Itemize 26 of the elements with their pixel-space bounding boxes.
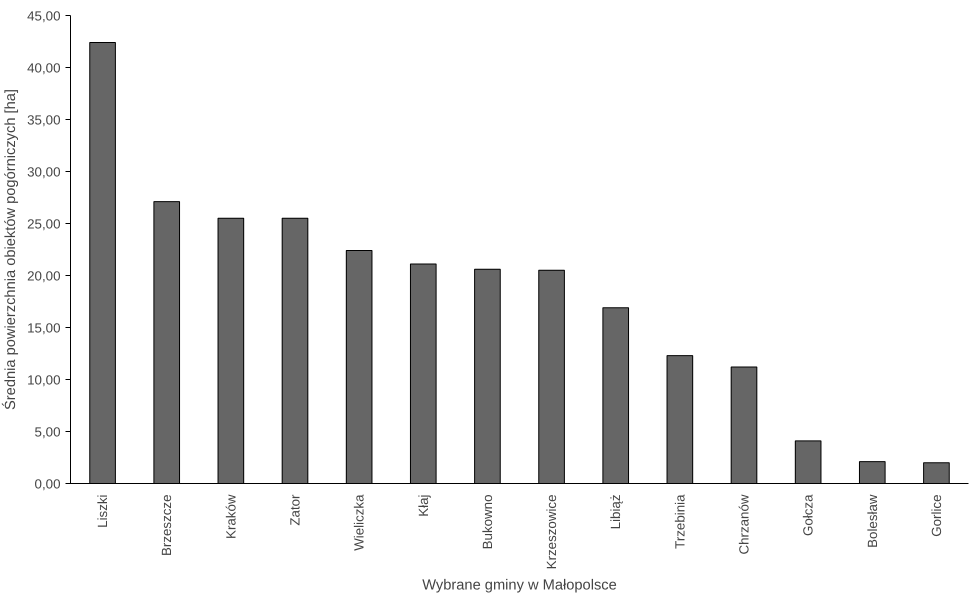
x-tick-label: Bolesław (864, 494, 880, 548)
x-tick-label: Kłaj (416, 494, 431, 517)
y-tick-label: 35,00 (27, 112, 61, 128)
x-tick-label: Wieliczka (352, 494, 367, 551)
x-tick-label: Gorlice (928, 494, 944, 537)
x-tick-label: Liszki (95, 494, 110, 528)
x-tick-label: Krzeszowice (544, 494, 560, 570)
x-tick-label: Zator (288, 494, 302, 526)
y-tick-label: 25,00 (27, 216, 61, 232)
y-tick-label: 5,00 (34, 424, 61, 440)
x-tick-label: Chrzanów (736, 494, 752, 555)
y-axis-title: Średnia powierzchnia obiektów pogórniczych [ha] (1, 88, 20, 410)
y-tick-label: 0,00 (34, 476, 61, 492)
x-tick-label: Bukowno (480, 494, 495, 550)
x-axis-title: Wybrane gminy w Małopolsce (422, 577, 617, 594)
x-tick-label: Trzebinia (672, 494, 688, 549)
x-tick-label: Gołcza (800, 494, 816, 536)
y-tick-label: 10,00 (27, 372, 61, 388)
y-tick-label: 40,00 (27, 60, 61, 76)
y-tick-label: 15,00 (27, 320, 61, 336)
y-tick-label: 45,00 (27, 8, 61, 24)
y-tick-label: 20,00 (27, 268, 61, 284)
x-tick-label: Brzeszcze (159, 494, 174, 556)
x-tick-label: Kraków (223, 494, 238, 539)
y-tick-label: 30,00 (27, 164, 61, 180)
x-tick-label: Libiąż (608, 494, 624, 530)
